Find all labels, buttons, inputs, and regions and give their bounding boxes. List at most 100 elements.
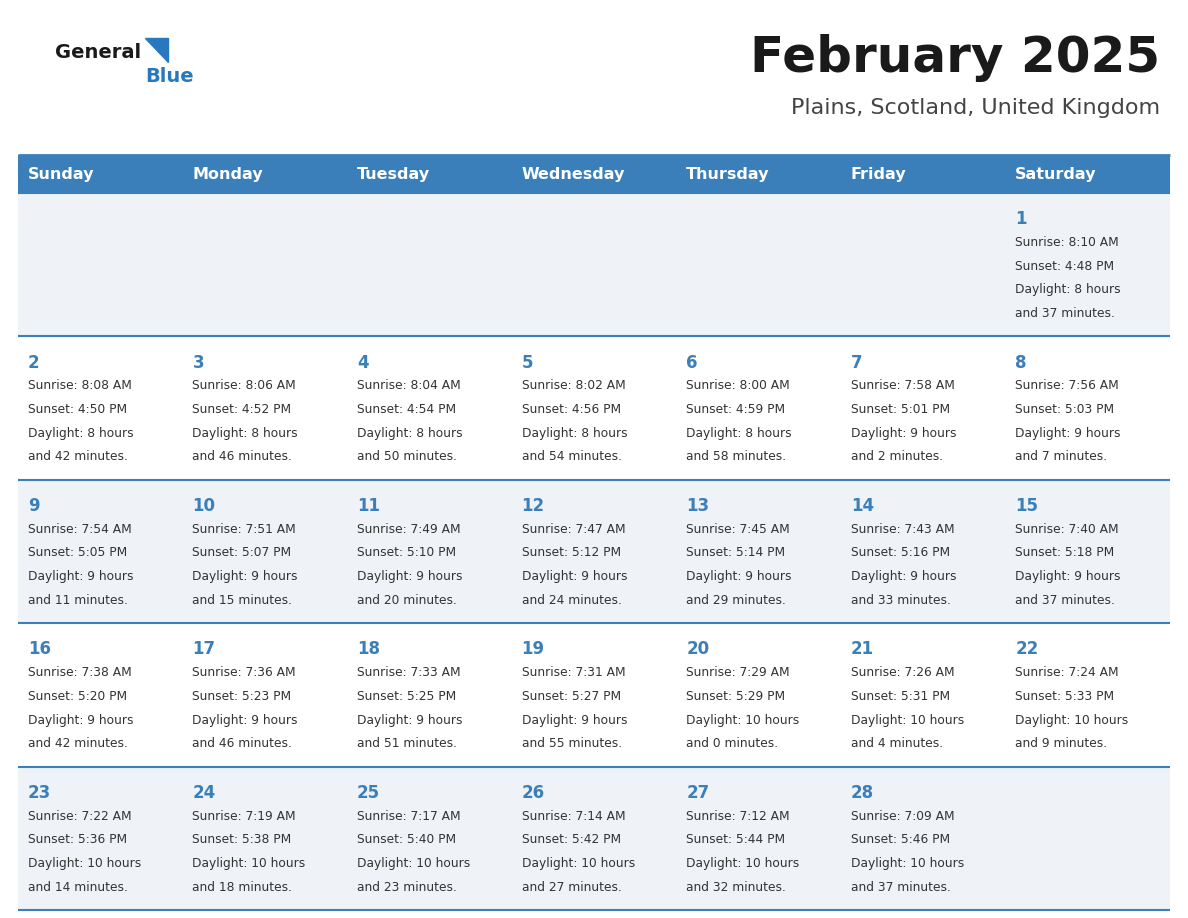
Text: Sunrise: 7:26 AM: Sunrise: 7:26 AM xyxy=(851,666,954,679)
Text: 24: 24 xyxy=(192,784,216,801)
Text: and 18 minutes.: and 18 minutes. xyxy=(192,880,292,893)
Text: 15: 15 xyxy=(1016,497,1038,515)
Text: 28: 28 xyxy=(851,784,874,801)
Text: Sunrise: 7:43 AM: Sunrise: 7:43 AM xyxy=(851,523,954,536)
Text: Sunrise: 7:22 AM: Sunrise: 7:22 AM xyxy=(27,810,132,823)
Text: and 7 minutes.: and 7 minutes. xyxy=(1016,451,1107,464)
Text: Sunrise: 8:06 AM: Sunrise: 8:06 AM xyxy=(192,379,296,392)
Text: Sunset: 5:14 PM: Sunset: 5:14 PM xyxy=(687,546,785,559)
Text: 3: 3 xyxy=(192,353,204,372)
Text: 6: 6 xyxy=(687,353,697,372)
Text: and 37 minutes.: and 37 minutes. xyxy=(1016,307,1116,320)
Text: Sunset: 5:07 PM: Sunset: 5:07 PM xyxy=(192,546,291,559)
Text: 11: 11 xyxy=(358,497,380,515)
Text: General: General xyxy=(55,42,141,62)
Text: Sunrise: 7:24 AM: Sunrise: 7:24 AM xyxy=(1016,666,1119,679)
Text: Daylight: 10 hours: Daylight: 10 hours xyxy=(358,856,470,870)
Text: Sunrise: 7:51 AM: Sunrise: 7:51 AM xyxy=(192,523,296,536)
Text: Sunset: 5:16 PM: Sunset: 5:16 PM xyxy=(851,546,950,559)
Text: Daylight: 9 hours: Daylight: 9 hours xyxy=(851,427,956,440)
Text: 18: 18 xyxy=(358,641,380,658)
Text: Sunset: 5:40 PM: Sunset: 5:40 PM xyxy=(358,834,456,846)
Bar xyxy=(18,155,1170,193)
Text: and 2 minutes.: and 2 minutes. xyxy=(851,451,943,464)
Text: Sunrise: 7:33 AM: Sunrise: 7:33 AM xyxy=(358,666,461,679)
Bar xyxy=(18,336,1170,480)
Text: Sunset: 5:23 PM: Sunset: 5:23 PM xyxy=(192,690,291,703)
Text: and 4 minutes.: and 4 minutes. xyxy=(851,737,943,750)
Text: Daylight: 8 hours: Daylight: 8 hours xyxy=(358,427,462,440)
Text: Sunset: 5:27 PM: Sunset: 5:27 PM xyxy=(522,690,620,703)
Polygon shape xyxy=(145,38,168,62)
Text: 9: 9 xyxy=(27,497,39,515)
Text: Sunset: 4:52 PM: Sunset: 4:52 PM xyxy=(192,403,291,416)
Bar xyxy=(18,623,1170,767)
Text: Daylight: 10 hours: Daylight: 10 hours xyxy=(851,713,963,726)
Text: and 55 minutes.: and 55 minutes. xyxy=(522,737,621,750)
Text: Daylight: 10 hours: Daylight: 10 hours xyxy=(522,856,634,870)
Text: and 29 minutes.: and 29 minutes. xyxy=(687,594,786,607)
Text: and 37 minutes.: and 37 minutes. xyxy=(851,880,950,893)
Text: Sunset: 5:25 PM: Sunset: 5:25 PM xyxy=(358,690,456,703)
Text: Sunset: 5:33 PM: Sunset: 5:33 PM xyxy=(1016,690,1114,703)
Text: Sunset: 4:54 PM: Sunset: 4:54 PM xyxy=(358,403,456,416)
Text: Daylight: 9 hours: Daylight: 9 hours xyxy=(1016,427,1120,440)
Text: Sunset: 4:56 PM: Sunset: 4:56 PM xyxy=(522,403,620,416)
Text: 1: 1 xyxy=(1016,210,1026,229)
Text: Sunset: 5:20 PM: Sunset: 5:20 PM xyxy=(27,690,127,703)
Text: Sunset: 4:50 PM: Sunset: 4:50 PM xyxy=(27,403,127,416)
Text: and 0 minutes.: and 0 minutes. xyxy=(687,737,778,750)
Text: Sunset: 5:12 PM: Sunset: 5:12 PM xyxy=(522,546,620,559)
Text: 17: 17 xyxy=(192,641,215,658)
Text: 2: 2 xyxy=(27,353,39,372)
Text: Daylight: 10 hours: Daylight: 10 hours xyxy=(27,856,141,870)
Text: Daylight: 8 hours: Daylight: 8 hours xyxy=(687,427,791,440)
Text: 21: 21 xyxy=(851,641,874,658)
Text: Friday: Friday xyxy=(851,166,906,182)
Text: and 14 minutes.: and 14 minutes. xyxy=(27,880,128,893)
Text: Daylight: 9 hours: Daylight: 9 hours xyxy=(687,570,791,583)
Text: Daylight: 9 hours: Daylight: 9 hours xyxy=(358,570,462,583)
Text: Tuesday: Tuesday xyxy=(358,166,430,182)
Text: Sunrise: 8:02 AM: Sunrise: 8:02 AM xyxy=(522,379,625,392)
Text: Daylight: 9 hours: Daylight: 9 hours xyxy=(192,713,298,726)
Text: Daylight: 10 hours: Daylight: 10 hours xyxy=(1016,713,1129,726)
Text: Sunset: 4:48 PM: Sunset: 4:48 PM xyxy=(1016,260,1114,273)
Text: and 32 minutes.: and 32 minutes. xyxy=(687,880,786,893)
Text: Sunrise: 7:54 AM: Sunrise: 7:54 AM xyxy=(27,523,132,536)
Text: Sunset: 5:18 PM: Sunset: 5:18 PM xyxy=(1016,546,1114,559)
Text: Sunset: 4:59 PM: Sunset: 4:59 PM xyxy=(687,403,785,416)
Text: 16: 16 xyxy=(27,641,51,658)
Text: Sunrise: 7:56 AM: Sunrise: 7:56 AM xyxy=(1016,379,1119,392)
Text: Sunset: 5:44 PM: Sunset: 5:44 PM xyxy=(687,834,785,846)
Text: Daylight: 8 hours: Daylight: 8 hours xyxy=(192,427,298,440)
Text: 26: 26 xyxy=(522,784,545,801)
Text: Sunrise: 8:04 AM: Sunrise: 8:04 AM xyxy=(358,379,461,392)
Text: Sunrise: 7:45 AM: Sunrise: 7:45 AM xyxy=(687,523,790,536)
Text: and 24 minutes.: and 24 minutes. xyxy=(522,594,621,607)
Text: 14: 14 xyxy=(851,497,874,515)
Text: Sunset: 5:46 PM: Sunset: 5:46 PM xyxy=(851,834,950,846)
Text: Sunrise: 7:17 AM: Sunrise: 7:17 AM xyxy=(358,810,461,823)
Text: and 42 minutes.: and 42 minutes. xyxy=(27,737,128,750)
Text: and 33 minutes.: and 33 minutes. xyxy=(851,594,950,607)
Text: Daylight: 9 hours: Daylight: 9 hours xyxy=(358,713,462,726)
Text: 27: 27 xyxy=(687,784,709,801)
Text: and 46 minutes.: and 46 minutes. xyxy=(192,737,292,750)
Text: Sunset: 5:38 PM: Sunset: 5:38 PM xyxy=(192,834,292,846)
Text: Sunset: 5:31 PM: Sunset: 5:31 PM xyxy=(851,690,950,703)
Text: Monday: Monday xyxy=(192,166,263,182)
Text: Sunset: 5:10 PM: Sunset: 5:10 PM xyxy=(358,546,456,559)
Text: Sunset: 5:29 PM: Sunset: 5:29 PM xyxy=(687,690,785,703)
Text: and 54 minutes.: and 54 minutes. xyxy=(522,451,621,464)
Text: and 27 minutes.: and 27 minutes. xyxy=(522,880,621,893)
Text: 8: 8 xyxy=(1016,353,1026,372)
Text: Daylight: 8 hours: Daylight: 8 hours xyxy=(27,427,133,440)
Text: Daylight: 10 hours: Daylight: 10 hours xyxy=(687,856,800,870)
Text: Daylight: 10 hours: Daylight: 10 hours xyxy=(851,856,963,870)
Text: Daylight: 9 hours: Daylight: 9 hours xyxy=(522,570,627,583)
Text: and 51 minutes.: and 51 minutes. xyxy=(358,737,457,750)
Text: Daylight: 9 hours: Daylight: 9 hours xyxy=(522,713,627,726)
Text: Sunrise: 7:14 AM: Sunrise: 7:14 AM xyxy=(522,810,625,823)
Text: 12: 12 xyxy=(522,497,545,515)
